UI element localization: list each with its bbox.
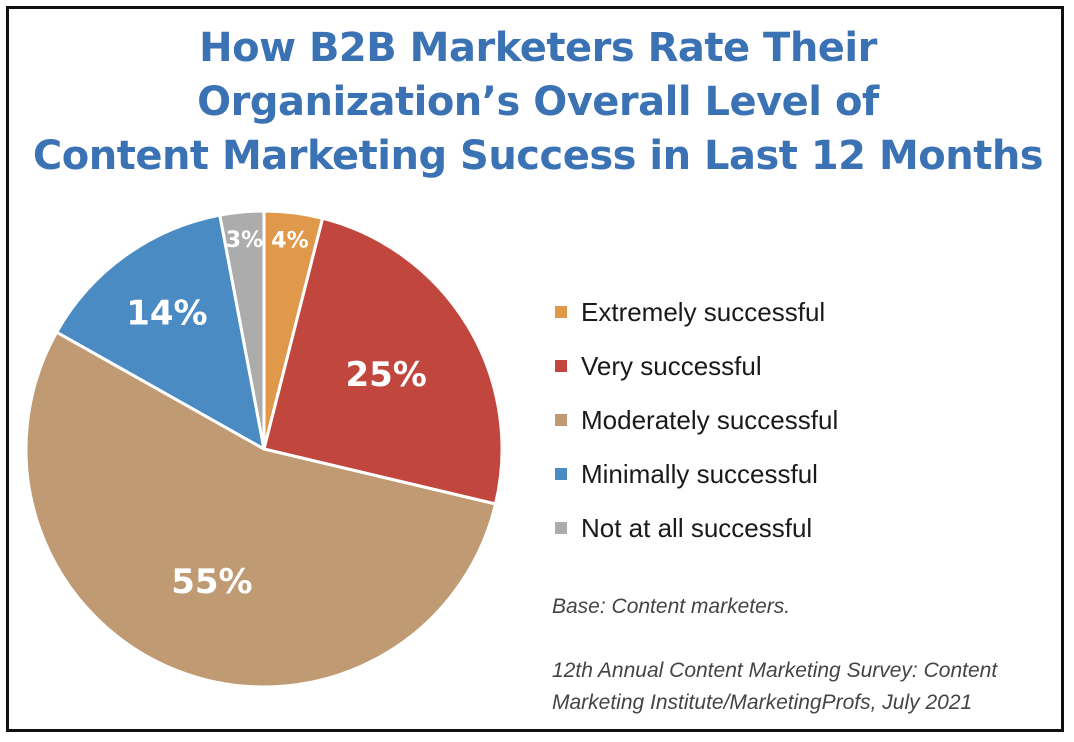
slice-label-minimally-successful: 14% [126, 294, 207, 334]
legend-swatch-moderately-successful [555, 414, 567, 426]
source-line-2: Marketing Institute/MarketingProfs, July… [552, 691, 973, 714]
slice-label-not-at-all-successful: 3% [226, 228, 263, 253]
legend-item-minimally-successful: Minimally successful [555, 447, 838, 501]
title-line-1: How B2B Marketers Rate Their [199, 25, 877, 71]
base-note-text: Base: Content marketers. [552, 595, 791, 618]
pie-slice-minimally-successful [55, 213, 266, 451]
chart-legend: Extremely successful Very successful Moder… [555, 285, 838, 555]
chart-title: How B2B Marketers Rate Their Organizatio… [9, 21, 1067, 183]
legend-swatch-very-successful [555, 360, 567, 372]
base-note: Base: Content marketers. [552, 591, 790, 623]
legend-swatch-minimally-successful [555, 468, 567, 480]
legend-item-very-successful: Very successful [555, 339, 838, 393]
pie-chart: 4% 25% 55% 14% 3% [24, 209, 504, 689]
title-line-2: Organization’s Overall Level of [197, 79, 879, 125]
slice-label-extremely-successful: 4% [271, 229, 308, 254]
pie-slice-not-at-all-successful [218, 209, 266, 451]
chart-frame: How B2B Marketers Rate Their Organizatio… [6, 6, 1064, 732]
legend-item-not-at-all-successful: Not at all successful [555, 501, 838, 555]
legend-item-moderately-successful: Moderately successful [555, 393, 838, 447]
legend-label-minimally-successful: Minimally successful [581, 458, 818, 489]
slice-label-moderately-successful: 55% [171, 562, 252, 602]
title-line-3: Content Marketing Success in Last 12 Mon… [32, 133, 1044, 179]
legend-item-extremely-successful: Extremely successful [555, 285, 838, 339]
legend-label-extremely-successful: Extremely successful [581, 296, 826, 327]
legend-label-not-at-all-successful: Not at all successful [581, 512, 813, 543]
legend-label-very-successful: Very successful [581, 350, 762, 381]
source-line-1: 12th Annual Content Marketing Survey: Co… [552, 659, 998, 682]
pie-slice-very-successful [262, 216, 504, 506]
source-note: 12th Annual Content Marketing Survey: Co… [552, 655, 997, 719]
legend-swatch-extremely-successful [555, 306, 567, 318]
pie-slice-moderately-successful [24, 330, 498, 689]
slice-label-very-successful: 25% [345, 355, 426, 395]
legend-label-moderately-successful: Moderately successful [581, 404, 839, 435]
legend-swatch-not-at-all-successful [555, 522, 567, 534]
